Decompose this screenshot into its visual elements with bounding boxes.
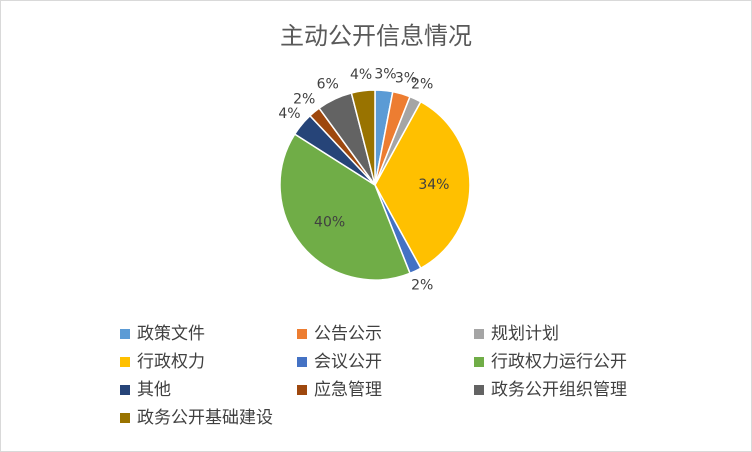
legend-swatch bbox=[474, 385, 484, 395]
legend-label: 规划计划 bbox=[491, 324, 559, 344]
legend-label: 行政权力 bbox=[137, 352, 205, 372]
legend-label: 政策文件 bbox=[137, 324, 205, 344]
data-label: 3% bbox=[374, 66, 396, 82]
legend-label: 政务公开组织管理 bbox=[491, 380, 627, 400]
data-label: 3% bbox=[395, 70, 417, 86]
data-label: 34% bbox=[418, 177, 449, 193]
legend-label: 应急管理 bbox=[314, 380, 382, 400]
chart-title: 主动公开信息情况 bbox=[280, 22, 472, 50]
legend-label: 会议公开 bbox=[314, 352, 382, 372]
legend-swatch bbox=[474, 329, 484, 339]
legend-swatch bbox=[297, 357, 307, 367]
data-label: 40% bbox=[314, 215, 345, 231]
legend-label: 其他 bbox=[137, 380, 171, 400]
legend-swatch bbox=[297, 329, 307, 339]
legend-swatch bbox=[297, 385, 307, 395]
data-label: 4% bbox=[350, 67, 372, 83]
pie-slice bbox=[279, 133, 411, 281]
legend-swatch bbox=[120, 357, 130, 367]
legend-swatch bbox=[120, 385, 130, 395]
pie-slice bbox=[350, 89, 376, 186]
legend-label: 公告公示 bbox=[314, 324, 382, 344]
legend-label: 行政权力运行公开 bbox=[491, 352, 627, 372]
legend-label: 政务公开基础建设 bbox=[137, 408, 273, 428]
data-label: 2% bbox=[411, 77, 433, 93]
legend-swatch bbox=[120, 329, 130, 339]
data-label: 2% bbox=[411, 277, 433, 293]
legend-swatch bbox=[120, 413, 130, 423]
data-label: 2% bbox=[293, 91, 315, 107]
legend-swatch bbox=[474, 357, 484, 367]
data-label: 6% bbox=[317, 77, 339, 93]
data-label: 4% bbox=[278, 106, 300, 122]
